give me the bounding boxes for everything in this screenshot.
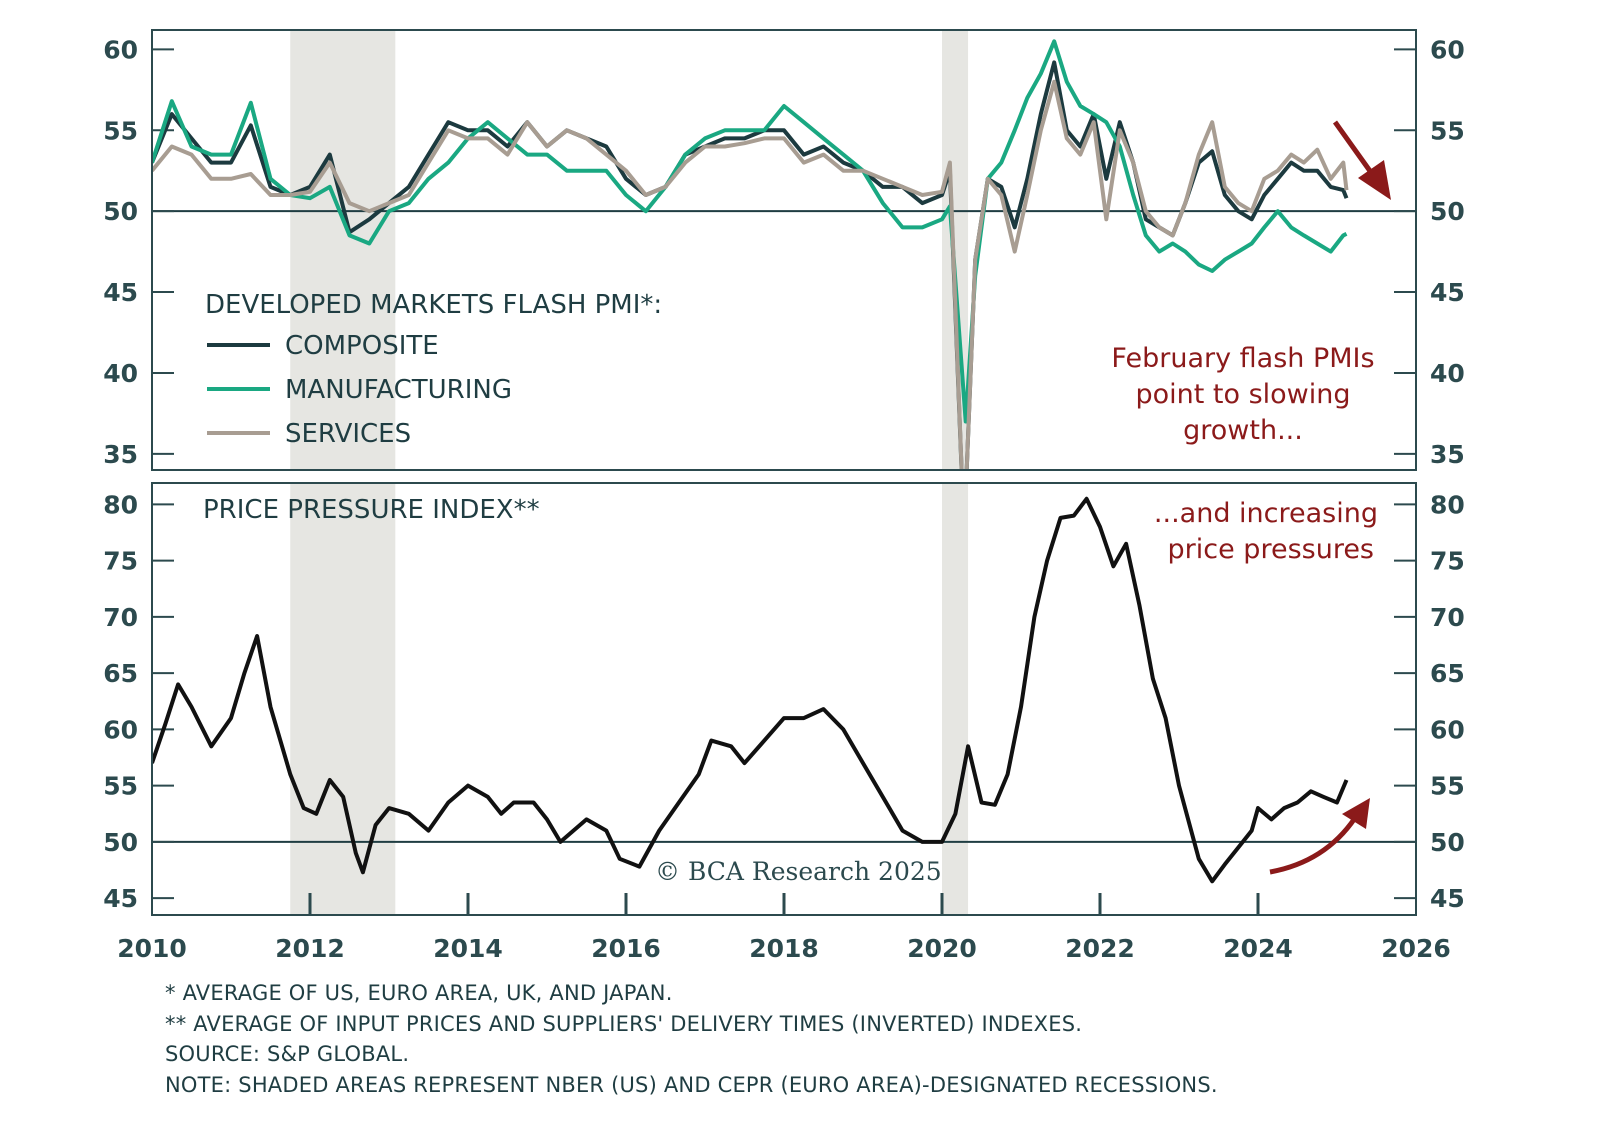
x-tick-label: 2010 xyxy=(117,934,187,963)
top-y-tick-label-right: 55 xyxy=(1430,116,1465,145)
x-tick-label: 2026 xyxy=(1381,934,1451,963)
x-tick-label: 2024 xyxy=(1223,934,1293,963)
footnote-3: SOURCE: S&P GLOBAL. xyxy=(165,1042,410,1066)
top-y-tick-label-right: 50 xyxy=(1430,197,1465,226)
x-tick-label: 2014 xyxy=(433,934,503,963)
x-tick-label: 2020 xyxy=(907,934,977,963)
bottom-y-tick-label-left: 65 xyxy=(103,659,138,688)
bottom-panel-title: PRICE PRESSURE INDEX** xyxy=(203,495,540,525)
watermark: © BCA Research 2025 xyxy=(655,857,942,886)
top-y-tick-label-left: 35 xyxy=(103,440,138,469)
top-panel-frame xyxy=(151,29,1417,471)
bottom-y-tick-label-right: 80 xyxy=(1430,490,1465,519)
legend-title: DEVELOPED MARKETS FLASH PMI*: xyxy=(205,290,662,320)
footnote-2: ** AVERAGE OF INPUT PRICES AND SUPPLIERS… xyxy=(165,1012,1083,1036)
x-tick-label: 2016 xyxy=(591,934,661,963)
top-y-tick-label-left: 60 xyxy=(103,35,138,64)
annotation-line-3: growth... xyxy=(1183,415,1303,446)
bottom-y-tick-label-left: 70 xyxy=(103,603,138,632)
annotation-line-1: February flash PMIs xyxy=(1111,343,1374,374)
footnote-4: NOTE: SHADED AREAS REPRESENT NBER (US) A… xyxy=(165,1073,1218,1097)
bottom-y-tick-label-right: 75 xyxy=(1430,547,1465,576)
bottom-y-tick-label-left: 55 xyxy=(103,772,138,801)
bottom-y-tick-label-right: 70 xyxy=(1430,603,1465,632)
bottom-y-tick-label-left: 60 xyxy=(103,715,138,744)
x-tick-label: 2012 xyxy=(275,934,345,963)
legend-label-composite: COMPOSITE xyxy=(285,331,439,361)
x-tick-label: 2018 xyxy=(749,934,819,963)
down-arrow-icon xyxy=(1332,120,1391,200)
annotation-line-2: point to slowing xyxy=(1135,379,1350,410)
top-y-tick-label-right: 35 xyxy=(1430,440,1465,469)
bottom-y-tick-label-left: 50 xyxy=(103,828,138,857)
top-y-tick-label-right: 40 xyxy=(1430,359,1465,388)
x-tick-label: 2022 xyxy=(1065,934,1135,963)
legend-label-manufacturing: MANUFACTURING xyxy=(285,375,512,405)
top-y-tick-label-left: 55 xyxy=(103,116,138,145)
price-annotation-line-1: ...and increasing xyxy=(1154,498,1378,529)
recession-shading xyxy=(942,483,969,915)
top-y-tick-label-right: 60 xyxy=(1430,35,1465,64)
series-line-services xyxy=(152,79,1349,470)
price-annotation-line-2: price pressures xyxy=(1168,534,1374,565)
bottom-y-tick-label-right: 65 xyxy=(1430,659,1465,688)
bottom-y-tick-label-right: 60 xyxy=(1430,715,1465,744)
recession-shading xyxy=(290,30,396,470)
top-y-tick-label-left: 45 xyxy=(103,278,138,307)
top-y-tick-label-left: 40 xyxy=(103,359,138,388)
recession-shading xyxy=(290,483,396,915)
top-y-tick-label-right: 45 xyxy=(1430,278,1465,307)
bottom-y-tick-label-left: 80 xyxy=(103,490,138,519)
bottom-y-tick-label-left: 45 xyxy=(103,884,138,913)
bottom-y-tick-label-right: 45 xyxy=(1430,884,1465,913)
bottom-y-tick-label-right: 55 xyxy=(1430,772,1465,801)
legend-label-services: SERVICES xyxy=(285,419,411,449)
bottom-y-tick-label-left: 75 xyxy=(103,547,138,576)
up-arrow-icon xyxy=(1269,798,1370,875)
footnote-1: * AVERAGE OF US, EURO AREA, UK, AND JAPA… xyxy=(165,981,673,1005)
top-y-tick-label-left: 50 xyxy=(103,197,138,226)
series-line-price-pressure-index xyxy=(152,496,1349,884)
bottom-y-tick-label-right: 50 xyxy=(1430,828,1465,857)
